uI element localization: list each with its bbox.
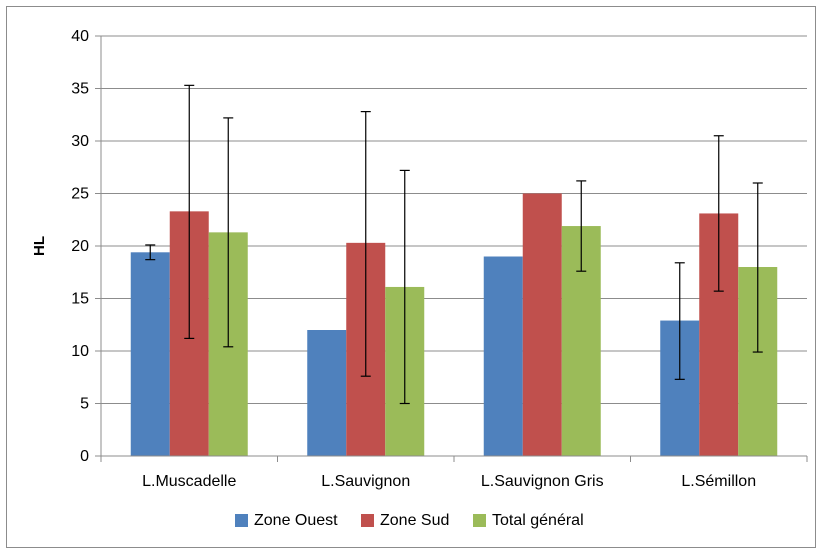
legend-label: Zone Sud bbox=[380, 512, 449, 529]
y-tick-label: 30 bbox=[71, 133, 89, 150]
x-tick-label: L.Sauvignon Gris bbox=[481, 473, 604, 490]
bar-zone-ouest bbox=[307, 330, 347, 456]
legend-swatch bbox=[473, 514, 486, 527]
legend-label: Zone Ouest bbox=[254, 512, 338, 529]
y-tick-label: 25 bbox=[71, 186, 89, 203]
x-tick-label: L.Sauvignon bbox=[321, 473, 410, 490]
y-tick-label: 35 bbox=[71, 81, 89, 98]
legend-label: Total général bbox=[492, 512, 584, 529]
y-axis-title: HL bbox=[31, 236, 48, 256]
axes: 0 5 10 15 20 25 30 35 40 L.Muscadelle L.Sauvignon L… bbox=[71, 28, 808, 490]
error-bars bbox=[145, 84, 763, 405]
legend: Zone Ouest Zone Sud Total général bbox=[235, 512, 584, 529]
y-tick-label: 15 bbox=[71, 291, 89, 308]
y-tick-label: 0 bbox=[80, 448, 89, 465]
x-tick-label: L.Sémillon bbox=[681, 473, 756, 490]
legend-swatch bbox=[361, 514, 374, 527]
x-tick-label: L.Muscadelle bbox=[142, 473, 236, 490]
y-tick-label: 40 bbox=[71, 28, 89, 45]
bar-zone-ouest bbox=[483, 256, 523, 456]
y-tick-label: 10 bbox=[71, 343, 89, 360]
bar-zone-sud bbox=[522, 193, 562, 456]
legend-swatch bbox=[235, 514, 248, 527]
y-tick-label: 20 bbox=[71, 238, 89, 255]
bar-zone-ouest bbox=[130, 252, 170, 456]
y-tick-label: 5 bbox=[80, 396, 89, 413]
